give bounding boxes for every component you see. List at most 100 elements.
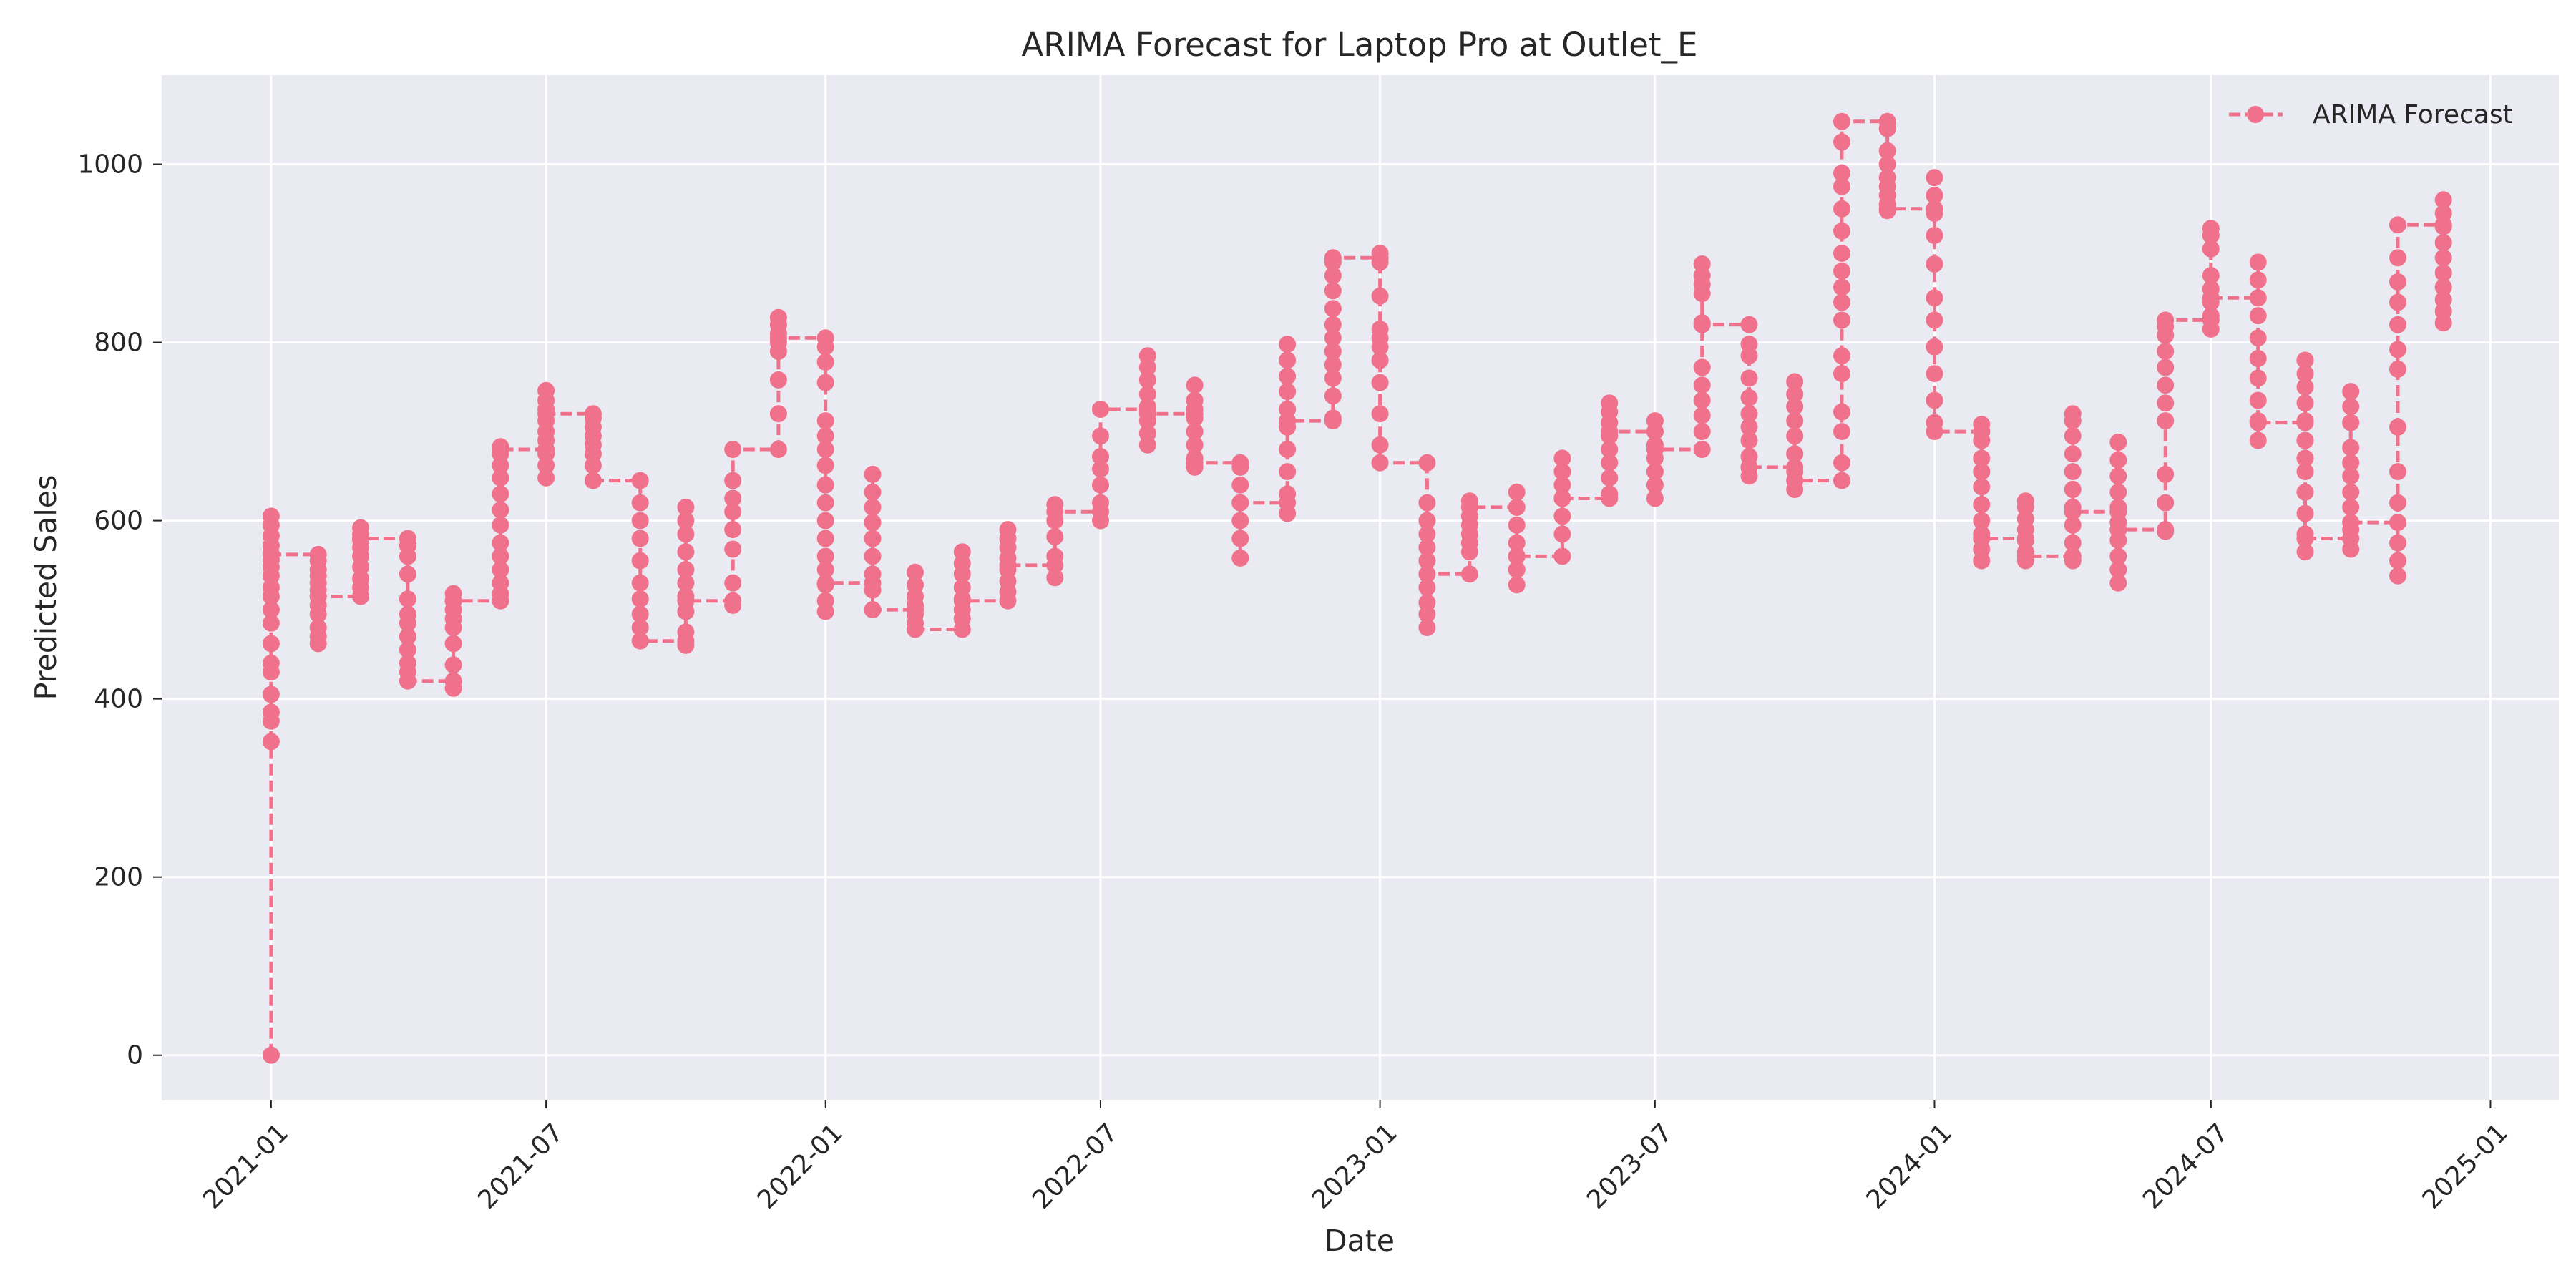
data-point: [1926, 187, 1943, 205]
x-tick-label: 2023-07: [1581, 1118, 1678, 1214]
data-point: [2109, 547, 2127, 565]
data-point: [1740, 389, 1758, 406]
data-point: [631, 574, 649, 592]
data-point: [953, 579, 971, 596]
data-point: [2296, 351, 2314, 369]
data-point: [816, 441, 834, 458]
data-point: [1740, 458, 1758, 476]
data-point: [1926, 205, 1943, 222]
data-point: [399, 590, 416, 608]
plot-area: [162, 75, 2559, 1100]
data-point: [2342, 514, 2360, 532]
data-point: [1926, 365, 1943, 383]
data-point: [1693, 316, 1711, 333]
data-point: [999, 521, 1017, 539]
data-point: [2389, 567, 2406, 585]
data-point: [537, 469, 555, 487]
data-point: [2064, 427, 2082, 445]
data-point: [864, 514, 882, 532]
data-point: [262, 601, 280, 619]
data-point: [864, 498, 882, 516]
chart-title: ARIMA Forecast for Laptop Pro at Outlet_…: [1022, 26, 1698, 64]
data-point: [2109, 483, 2127, 501]
data-point: [816, 530, 834, 547]
data-point: [1324, 356, 1342, 374]
data-point: [2389, 273, 2406, 291]
data-point: [1601, 454, 1619, 472]
x-tick-label: 2022-01: [752, 1118, 849, 1214]
data-point: [1646, 441, 1664, 458]
data-point: [1833, 423, 1850, 441]
data-point: [2342, 454, 2360, 472]
data-point: [816, 494, 834, 512]
x-tick-label: 2024-01: [1861, 1118, 1958, 1214]
data-point: [1973, 512, 1991, 530]
data-point: [1324, 300, 1342, 318]
data-point: [2342, 498, 2360, 516]
data-point: [1231, 549, 1249, 567]
data-point: [1553, 507, 1571, 525]
data-point: [262, 507, 280, 525]
data-point: [1371, 405, 1389, 423]
data-point: [1046, 569, 1064, 587]
data-point: [262, 686, 280, 703]
data-point: [2249, 329, 2267, 347]
data-point: [1740, 369, 1758, 387]
data-point: [1092, 476, 1109, 494]
data-point: [816, 574, 834, 592]
data-point: [907, 576, 924, 594]
data-point: [492, 516, 509, 534]
data-point: [1371, 287, 1389, 305]
y-axis-title: Predicted Sales: [29, 475, 63, 701]
data-point: [2157, 311, 2175, 329]
data-point: [2249, 350, 2267, 367]
data-point: [1418, 605, 1436, 623]
data-point: [1186, 376, 1204, 394]
data-point: [492, 561, 509, 579]
data-point: [1646, 476, 1664, 494]
data-point: [1878, 142, 1896, 160]
data-point: [2389, 216, 2406, 234]
data-point: [1418, 539, 1436, 556]
data-point: [1833, 165, 1850, 182]
data-point: [2109, 451, 2127, 469]
data-point: [1833, 200, 1850, 218]
data-point: [1740, 431, 1758, 449]
data-point: [584, 457, 602, 474]
data-point: [1231, 458, 1249, 476]
data-point: [2249, 414, 2267, 431]
data-point: [816, 561, 834, 579]
data-point: [1138, 347, 1156, 365]
data-point: [2202, 320, 2220, 338]
data-point: [2389, 249, 2406, 267]
data-point: [1186, 454, 1204, 472]
legend-marker: [2247, 106, 2264, 123]
data-point: [2342, 414, 2360, 431]
data-point: [864, 601, 882, 619]
data-point: [1279, 412, 1297, 430]
data-point: [2389, 316, 2406, 333]
data-point: [1833, 177, 1850, 195]
data-point: [1092, 448, 1109, 465]
data-point: [492, 485, 509, 503]
data-point: [2296, 394, 2314, 412]
data-point: [1833, 365, 1850, 383]
data-point: [1324, 249, 1342, 267]
data-point: [492, 547, 509, 565]
x-axis-ticks: 2021-01 2021-07 2022-01 2022-07 2023-01 2023-…: [197, 1100, 2514, 1215]
data-point: [2296, 449, 2314, 467]
data-point: [2434, 249, 2452, 267]
data-point: [1231, 530, 1249, 547]
data-point: [769, 405, 787, 423]
grid: [162, 75, 2559, 1100]
data-point: [1786, 398, 1804, 416]
data-point: [2342, 483, 2360, 501]
data-point: [1646, 463, 1664, 481]
data-point: [1324, 329, 1342, 347]
data-point: [816, 374, 834, 391]
data-point: [2296, 543, 2314, 561]
data-point: [1418, 552, 1436, 570]
data-point: [1973, 449, 1991, 467]
data-point: [2389, 534, 2406, 552]
x-tick-label: 2024-07: [2137, 1118, 2234, 1214]
